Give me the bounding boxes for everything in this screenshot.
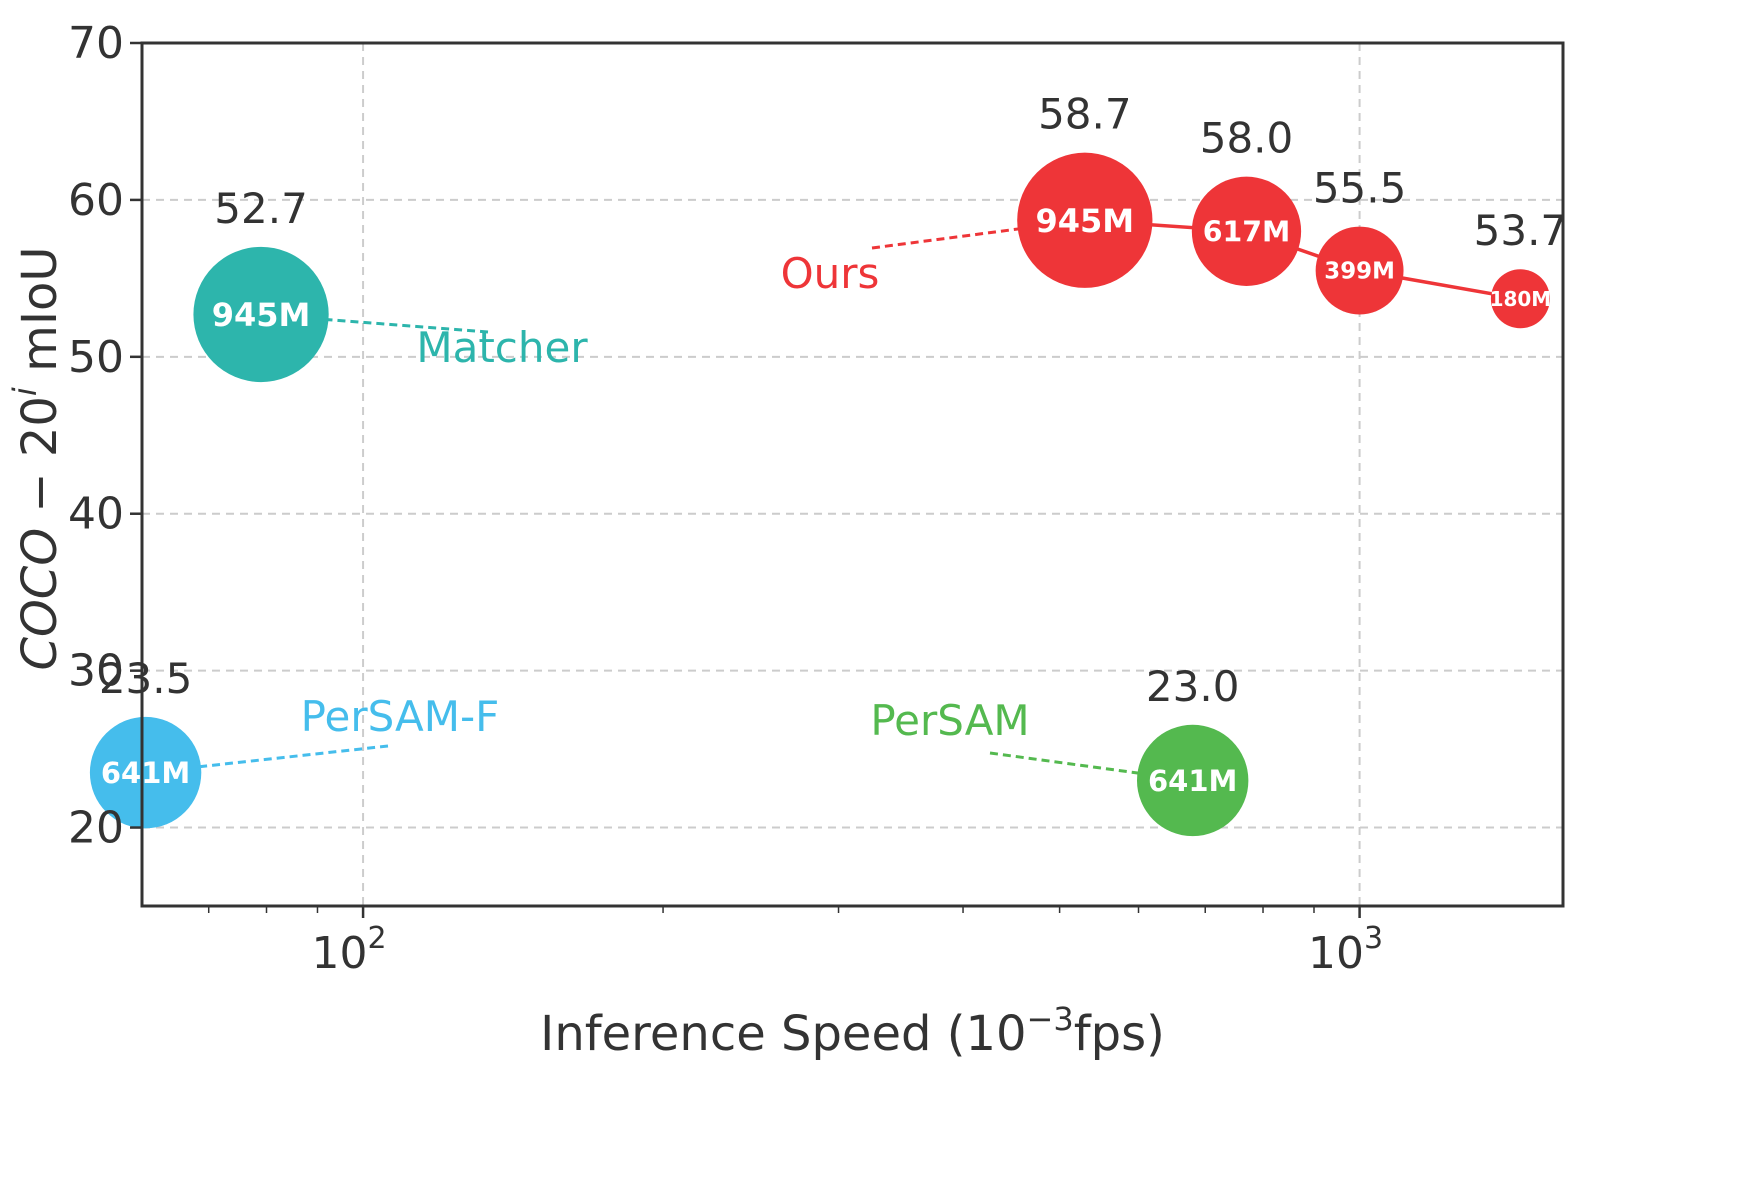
series-leader-line: [145, 744, 389, 775]
y-tick-label: 70: [68, 18, 124, 69]
y-tick-label: 60: [68, 175, 124, 226]
data-value-label: 58.0: [1200, 114, 1294, 163]
series-name-label: Matcher: [416, 323, 588, 372]
x-axis-title-exponent: −3: [1027, 1000, 1074, 1038]
y-axis-title-fold: i: [6, 387, 44, 396]
data-value-label: 52.7: [214, 184, 308, 233]
bubble-size-label: 641M: [1148, 764, 1237, 798]
bubble-size-label: 180M: [1490, 287, 1552, 311]
bubble: [1017, 152, 1153, 288]
bubble-size-label: 399M: [1324, 259, 1395, 285]
data-value-label: 23.0: [1146, 662, 1240, 711]
x-tick-label: 102: [312, 921, 387, 979]
x-axis-title-unit: fps): [1074, 1006, 1165, 1062]
bubble-size-label: 641M: [101, 756, 190, 790]
bubble-size-label: 617M: [1203, 216, 1291, 249]
bubbles: Ours 945M 58.7 617M 58.0 399M 55.5 180M 53.7 Matc…: [89, 90, 1568, 837]
bubble: [1136, 724, 1249, 837]
y-axis-title: COCO − 20i mIoU: [6, 247, 68, 671]
bubble: [193, 246, 329, 383]
grid-lines: [142, 43, 1563, 906]
data-value-label: 23.5: [99, 654, 193, 703]
data-value-label: 55.5: [1313, 164, 1407, 213]
x-tick-label-exponent: 2: [368, 921, 387, 956]
bubble: [1191, 176, 1302, 286]
series-leader-line: [871, 218, 1086, 250]
series-name-label: Ours: [781, 249, 880, 298]
y-axis-title-metric: mIoU: [12, 247, 68, 388]
series-name-label: PerSAM-F: [301, 692, 500, 741]
x-tick-label-exponent: 3: [1364, 921, 1383, 956]
series-name-label: PerSAM: [870, 696, 1029, 745]
y-axis-title-dataset: COCO: [12, 528, 68, 671]
bubble: [1490, 269, 1550, 329]
y-tick-label: 20: [68, 803, 124, 854]
data-value-label: 58.7: [1038, 90, 1132, 139]
bubble: [1315, 226, 1404, 315]
plot-frame: [140, 41, 1565, 908]
x-axis-title: Inference Speed (10−3fps): [540, 1000, 1165, 1062]
y-axis-title-split: − 20: [12, 396, 68, 528]
x-tick-label-base: 10: [312, 928, 368, 979]
x-axis-title-main: Inference Speed (10: [540, 1006, 1026, 1062]
bubble-size-label: 945M: [212, 296, 311, 334]
y-tick-label: 30: [68, 646, 124, 697]
x-tick-label-base: 10: [1308, 928, 1364, 979]
bubble: [89, 716, 202, 829]
bubble-size-label: 945M: [1036, 202, 1135, 240]
data-value-label: 53.7: [1474, 206, 1568, 255]
series-line: [1084, 218, 1521, 301]
y-tick-label: 50: [68, 332, 124, 383]
y-tick-label: 40: [68, 489, 124, 540]
x-tick-label: 103: [1308, 921, 1383, 979]
